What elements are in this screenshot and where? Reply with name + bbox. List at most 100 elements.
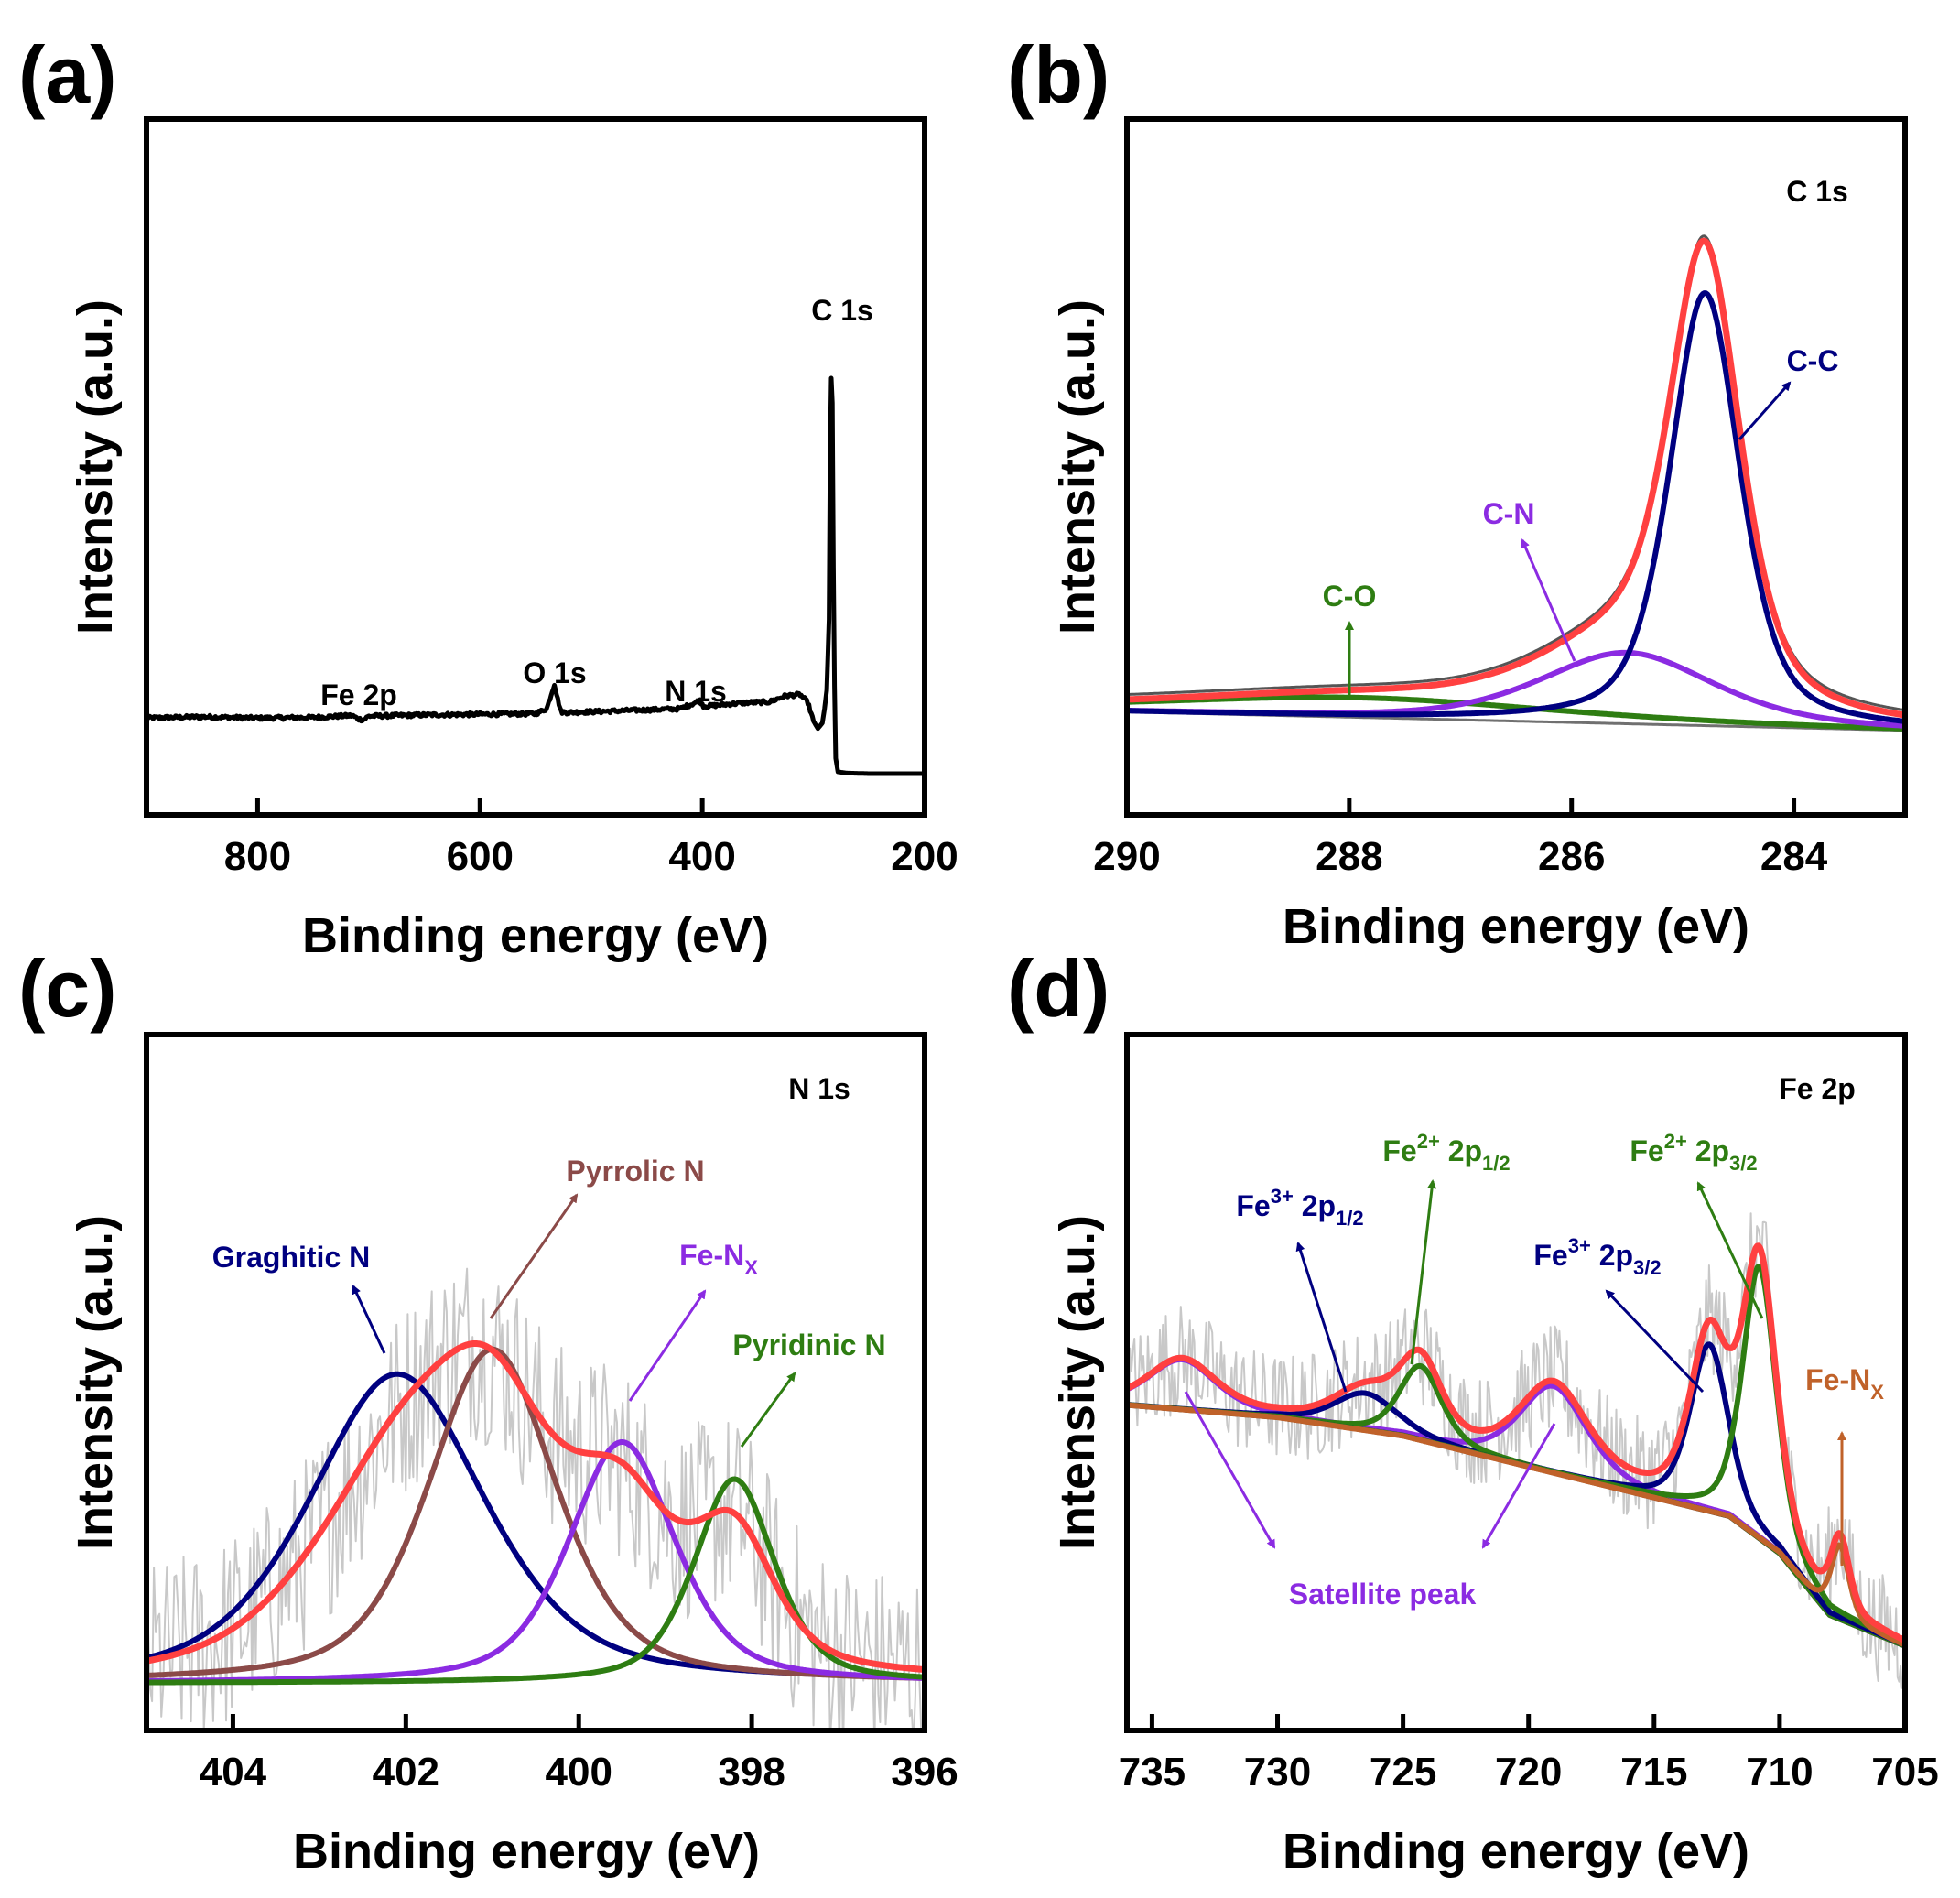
panel-a-xtick-label: 600 bbox=[447, 834, 514, 879]
panel-b-ylabel: Intensity (a.u.) bbox=[1050, 299, 1105, 634]
panel-d-ylabel: Intensity (a.u.) bbox=[1050, 1215, 1105, 1550]
panel-a-letter: (a) bbox=[18, 29, 117, 120]
panel-d-annot-fe3-32-el: Fe bbox=[1533, 1239, 1567, 1272]
panel-b-annot-co: C-O bbox=[1323, 580, 1377, 613]
panel-c-envelope bbox=[146, 1340, 925, 1674]
panel-a-annot-o1s: O 1s bbox=[523, 656, 586, 689]
panel-c-pyrrolic-n-peak bbox=[146, 1346, 925, 1681]
panel-c-xtick-label: 400 bbox=[546, 1750, 612, 1795]
panel-a-series bbox=[146, 375, 925, 776]
panel-a-xtick-label: 200 bbox=[891, 834, 958, 879]
panel-d-xtick-label: 720 bbox=[1495, 1750, 1562, 1795]
panel-d-annot-fe2-32-sub: 3/2 bbox=[1729, 1152, 1758, 1175]
panel-d-xtick-label: 725 bbox=[1370, 1750, 1436, 1795]
panel-d-letter: (d) bbox=[1007, 943, 1110, 1034]
panel-d-ticks: 735 730 725 720 715 710 705 bbox=[1119, 1714, 1939, 1795]
panel-c-annot-fenx: Fe-NX bbox=[679, 1239, 758, 1279]
panel-d-annot-fe2-32: Fe2+ 2p3/2 bbox=[1630, 1130, 1757, 1175]
panel-d-annot-fe3-32-sub: 3/2 bbox=[1633, 1256, 1662, 1279]
panel-b-series bbox=[1127, 234, 1905, 732]
panel-b-annot-cc: C-C bbox=[1787, 344, 1839, 377]
panel-c: (c) 404 402 400 398 396 Binding energy (eV) … bbox=[18, 943, 958, 1879]
panel-c-frame bbox=[144, 1032, 927, 1733]
panel-a-ticks: 800 600 400 200 bbox=[224, 798, 958, 879]
panel-d-raw-data bbox=[1127, 1212, 1905, 1689]
panel-c-xtick-label: 402 bbox=[373, 1750, 439, 1795]
panel-c-annot-pyrrolic: Pyrrolic N bbox=[566, 1155, 704, 1188]
panel-d-envelope bbox=[1127, 1242, 1905, 1644]
panel-c-xtick-label: 404 bbox=[200, 1750, 267, 1795]
panel-d-annot-fe3-32-sup: 3+ bbox=[1568, 1234, 1591, 1257]
panel-d-annot-fe2-12-sub: 1/2 bbox=[1482, 1152, 1511, 1175]
panel-b-c-o-peak bbox=[1127, 694, 1905, 732]
panel-a-xlabel: Binding energy (eV) bbox=[302, 908, 769, 963]
panel-b-arrow-cc bbox=[1738, 381, 1792, 440]
panel-a-ylabel: Intensity (a.u.) bbox=[68, 299, 123, 634]
panel-b-ticks: 290 288 286 284 bbox=[1093, 798, 1828, 879]
panel-d-arrow-sat-2 bbox=[1481, 1423, 1556, 1549]
panel-d-arrow-fe2-32 bbox=[1696, 1181, 1764, 1319]
panel-d-annot-satellite: Satellite peak bbox=[1289, 1578, 1477, 1611]
panel-d-annot-fe2-12: Fe2+ 2p1/2 bbox=[1382, 1130, 1510, 1175]
panel-d-annot-fe2-32-mid: 2p bbox=[1687, 1134, 1729, 1167]
panel-c-xtick-label: 398 bbox=[718, 1750, 785, 1795]
panel-c-annot-graghitic: Graghitic N bbox=[212, 1241, 370, 1274]
panel-d-annot-fenx: Fe-NX bbox=[1805, 1363, 1884, 1404]
panel-d-annot-fe3-12-sub: 1/2 bbox=[1336, 1207, 1364, 1230]
panel-c-ticks: 404 402 400 398 396 bbox=[200, 1714, 958, 1795]
panel-b: (b) 290 288 286 284 Binding energy (eV) Int… bbox=[1007, 29, 1908, 954]
panel-d-arrow-fe3-32 bbox=[1605, 1289, 1705, 1394]
panel-b-c-c-peak bbox=[1127, 290, 1905, 724]
panel-a-annot-n1s: N 1s bbox=[665, 675, 727, 708]
panel-b-xtick-label: 286 bbox=[1538, 834, 1605, 879]
panel-c-annot-fenx-sub: X bbox=[744, 1256, 758, 1279]
panel-b-xtick-label: 288 bbox=[1316, 834, 1382, 879]
panel-d-fenx-peak bbox=[1127, 1402, 1905, 1648]
panel-c-pyridinic-n-peak bbox=[146, 1476, 925, 1686]
panel-d-annot-fe3-12: Fe3+ 2p1/2 bbox=[1236, 1185, 1363, 1230]
panel-c-letter: (c) bbox=[18, 943, 117, 1034]
panel-d-xtick-label: 710 bbox=[1746, 1750, 1813, 1795]
panel-b-xtick-label: 284 bbox=[1760, 834, 1828, 879]
panel-c-annot-fenx-main: Fe-N bbox=[679, 1239, 744, 1272]
panel-d-annot-fe2-12-el: Fe bbox=[1382, 1134, 1416, 1167]
panel-c-xlabel: Binding energy (eV) bbox=[293, 1824, 760, 1879]
panel-a-survey-line bbox=[146, 375, 925, 776]
panel-c-annot-pyridinic: Pyridinic N bbox=[732, 1329, 885, 1361]
panel-d-frame bbox=[1124, 1032, 1908, 1733]
panel-d-xtick-label: 735 bbox=[1119, 1750, 1186, 1795]
panel-a-annot-c1s: C 1s bbox=[811, 294, 873, 327]
panel-d-annot-fe3-12-el: Fe bbox=[1236, 1189, 1270, 1222]
panel-d-annot-fe2-32-el: Fe bbox=[1630, 1134, 1663, 1167]
panel-c-xtick-label: 396 bbox=[891, 1750, 958, 1795]
panel-b-arrow-cn bbox=[1521, 538, 1576, 662]
panel-d-annot-fe2-32-sup: 2+ bbox=[1664, 1130, 1687, 1153]
panel-b-xlabel: Binding energy (eV) bbox=[1283, 899, 1749, 954]
panel-b-title: C 1s bbox=[1786, 175, 1848, 208]
panel-c-arrow-pyrrolic bbox=[489, 1193, 579, 1319]
panel-d-arrow-sat-1 bbox=[1184, 1391, 1276, 1549]
panel-b-letter: (b) bbox=[1007, 29, 1110, 120]
panel-d-title: Fe 2p bbox=[1779, 1072, 1856, 1105]
panel-a: (a) 800 600 400 200 Binding energy (eV) Int… bbox=[18, 29, 958, 963]
panel-d-annot-fenx-main: Fe-N bbox=[1805, 1363, 1870, 1396]
panel-b-raw-line bbox=[1127, 234, 1905, 712]
panel-b-envelope bbox=[1127, 237, 1905, 719]
panel-d-arrow-fe2-12 bbox=[1410, 1179, 1437, 1365]
panel-c-arrow-pyridinic bbox=[740, 1372, 796, 1448]
panel-a-annot-fe2p: Fe 2p bbox=[320, 678, 397, 711]
panel-d-annot-fe3-12-mid: 2p bbox=[1294, 1189, 1336, 1222]
panel-a-frame bbox=[144, 116, 927, 818]
panel-d-annot-fe2-12-sup: 2+ bbox=[1417, 1130, 1440, 1153]
panel-d-annot-fe3-32-mid: 2p bbox=[1591, 1239, 1633, 1272]
panel-d-xtick-label: 715 bbox=[1620, 1750, 1687, 1795]
panel-c-arrow-fenx bbox=[628, 1289, 707, 1402]
panel-b-xtick-label: 290 bbox=[1093, 834, 1160, 879]
panel-d-annot-fe2-12-mid: 2p bbox=[1440, 1134, 1482, 1167]
panel-c-series bbox=[146, 1267, 925, 1730]
panel-d-series bbox=[1127, 1212, 1905, 1689]
panel-b-annot-cn: C-N bbox=[1483, 497, 1535, 530]
panel-d-arrow-fe3-12 bbox=[1295, 1242, 1348, 1393]
panel-d-annot-fe3-32: Fe3+ 2p3/2 bbox=[1533, 1234, 1661, 1279]
